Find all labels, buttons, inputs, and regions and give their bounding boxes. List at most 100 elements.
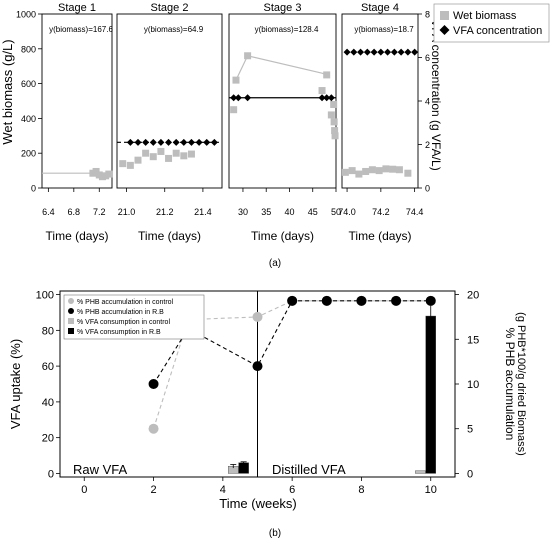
x-tick-label: 74.0 (338, 207, 356, 217)
series-point-phb-control (252, 311, 263, 322)
y-tick-label-right: 6 (425, 53, 430, 63)
vfa-point (343, 48, 351, 56)
biomass-point (348, 167, 356, 175)
x-tick-label: 21.2 (156, 207, 174, 217)
vfa-point (363, 48, 371, 56)
biomass-annotation: y(biomass)=18.7 (354, 25, 414, 34)
legend-b: % PHB accumulation in control % PHB accu… (63, 294, 205, 340)
biomass-point (382, 165, 390, 173)
biomass-point (142, 149, 150, 157)
vfa-point (357, 48, 365, 56)
x-tick-label: 6.4 (42, 207, 55, 217)
biomass-point (134, 156, 142, 164)
legend-label-vfa-rb: % VFA consumption in R.B (77, 329, 161, 336)
series-point-phb-rb (287, 295, 298, 306)
legend-label-phb-rb: % PHB accumulation in R.B (77, 309, 164, 316)
plot-frame (41, 13, 113, 189)
biomass-point (327, 111, 335, 119)
biomass-point (362, 167, 370, 175)
y-tick-label-b: 40 (42, 397, 54, 409)
vfa-point (318, 94, 326, 102)
x-tick-label: 21.4 (194, 207, 212, 217)
y2-tick-label-b: 10 (467, 379, 479, 391)
x-tick-label: 7.2 (93, 207, 106, 217)
y2-tick-label-b: 0 (467, 468, 473, 480)
stage-panel-3: Stage 3 y(biomass)=128.4 30 35 40 45 50 Time (d… (228, 2, 341, 243)
y-tick-label-left: 800 (21, 44, 36, 54)
axis-label-left: Wet biomass (g/L) (0, 39, 15, 144)
vfa-point (157, 138, 165, 146)
y-tick-label-left: 400 (21, 114, 36, 124)
biomass-point (331, 127, 339, 135)
y-tick-label-b: 80 (42, 325, 54, 337)
stage-panels: Stage 1 y(biomass)=167.6 6.4 6.8 7.2 Time (da… (41, 2, 423, 243)
x-tick-label-b: 10 (425, 484, 437, 496)
panel-a: Wet biomass (g/L) VFA concentration (g V… (0, 2, 550, 269)
biomass-point (180, 152, 188, 160)
x-tick-label: 35 (261, 207, 271, 217)
legend-label-phb-control: % PHB accumulation in control (77, 299, 174, 306)
legend-box (433, 3, 550, 43)
stage-title: Stage 4 (361, 2, 399, 14)
x-tick-label-b: 2 (150, 484, 156, 496)
biomass-point (157, 147, 165, 155)
biomass-annotation: y(biomass)=167.6 (49, 25, 113, 34)
x-axis-label-b: Time (weeks) (219, 496, 297, 511)
stage-panel-4: Stage 4 y(biomass)=18.7 74.0 74.2 74.4 Time (… (338, 2, 423, 243)
x-tick-label: 30 (238, 207, 248, 217)
biomass-point (318, 87, 326, 95)
series-point-phb-rb (252, 361, 263, 372)
y2-tick-label-b: 15 (467, 334, 479, 346)
annotation-raw-vfa: Raw VFA (73, 462, 128, 477)
x-axis-label: Time (days) (46, 229, 109, 243)
y-tick-label-left: 1000 (16, 10, 36, 20)
legend-marker-vfa (439, 25, 450, 35)
biomass-point (323, 71, 331, 79)
axis-label-right-b-line2: (g PHB*100/g dried Biomass) (515, 312, 527, 456)
series-point-phb-control (148, 423, 159, 434)
legend-marker-phb-control (68, 298, 74, 304)
series-point-phb-rb (148, 379, 159, 389)
vfa-point (195, 138, 203, 146)
vfa-point (210, 138, 218, 146)
legend-marker-vfa-rb (68, 328, 74, 334)
legend-label-vfa-control: % VFA consumption in control (77, 319, 170, 326)
y-tick-label-b: 20 (42, 433, 54, 445)
axis-label-right: VFA concentration (g VFA/L) (429, 19, 443, 170)
left-y-ticks: 0 200 400 600 800 1000 (16, 10, 42, 194)
bar-vfa-rb (238, 462, 249, 474)
y-tick-label-b: 0 (48, 468, 54, 480)
biomass-annotation: y(biomass)=64.9 (144, 25, 204, 34)
y-tick-label-right: 2 (425, 140, 430, 150)
vfa-point (411, 48, 419, 56)
x-tick-label-b: 8 (358, 484, 364, 496)
biomass-point (172, 149, 180, 157)
y-tick-label-left: 0 (31, 184, 36, 194)
vfa-point (370, 48, 378, 56)
vfa-point (327, 94, 335, 102)
bar-vfa-control (415, 470, 426, 474)
biomass-point (389, 165, 397, 173)
biomass-point (126, 161, 134, 169)
y-tick-label-left: 600 (21, 79, 36, 89)
bar-vfa-rb (425, 315, 436, 474)
legend-label-biomass: Wet biomass (453, 10, 517, 22)
vfa-point (172, 138, 180, 146)
vfa-point (397, 48, 405, 56)
right-y-ticks: 0 2 4 6 8 (418, 10, 430, 194)
biomass-point (165, 154, 173, 162)
y-tick-label-b: 100 (36, 290, 54, 302)
caption-b: (b) (269, 528, 281, 539)
plot-frame (341, 13, 419, 189)
x-axis-label: Time (days) (251, 229, 314, 243)
legend-marker-vfa-control (68, 318, 74, 324)
vfa-point (126, 138, 134, 146)
legend-marker-biomass (440, 11, 449, 20)
vfa-point (350, 48, 358, 56)
plot-frame (228, 13, 337, 189)
x-tick-label: 45 (308, 207, 318, 217)
vfa-point (165, 138, 173, 146)
vfa-point (180, 138, 188, 146)
annotation-distilled-vfa: Distilled VFA (272, 462, 346, 477)
